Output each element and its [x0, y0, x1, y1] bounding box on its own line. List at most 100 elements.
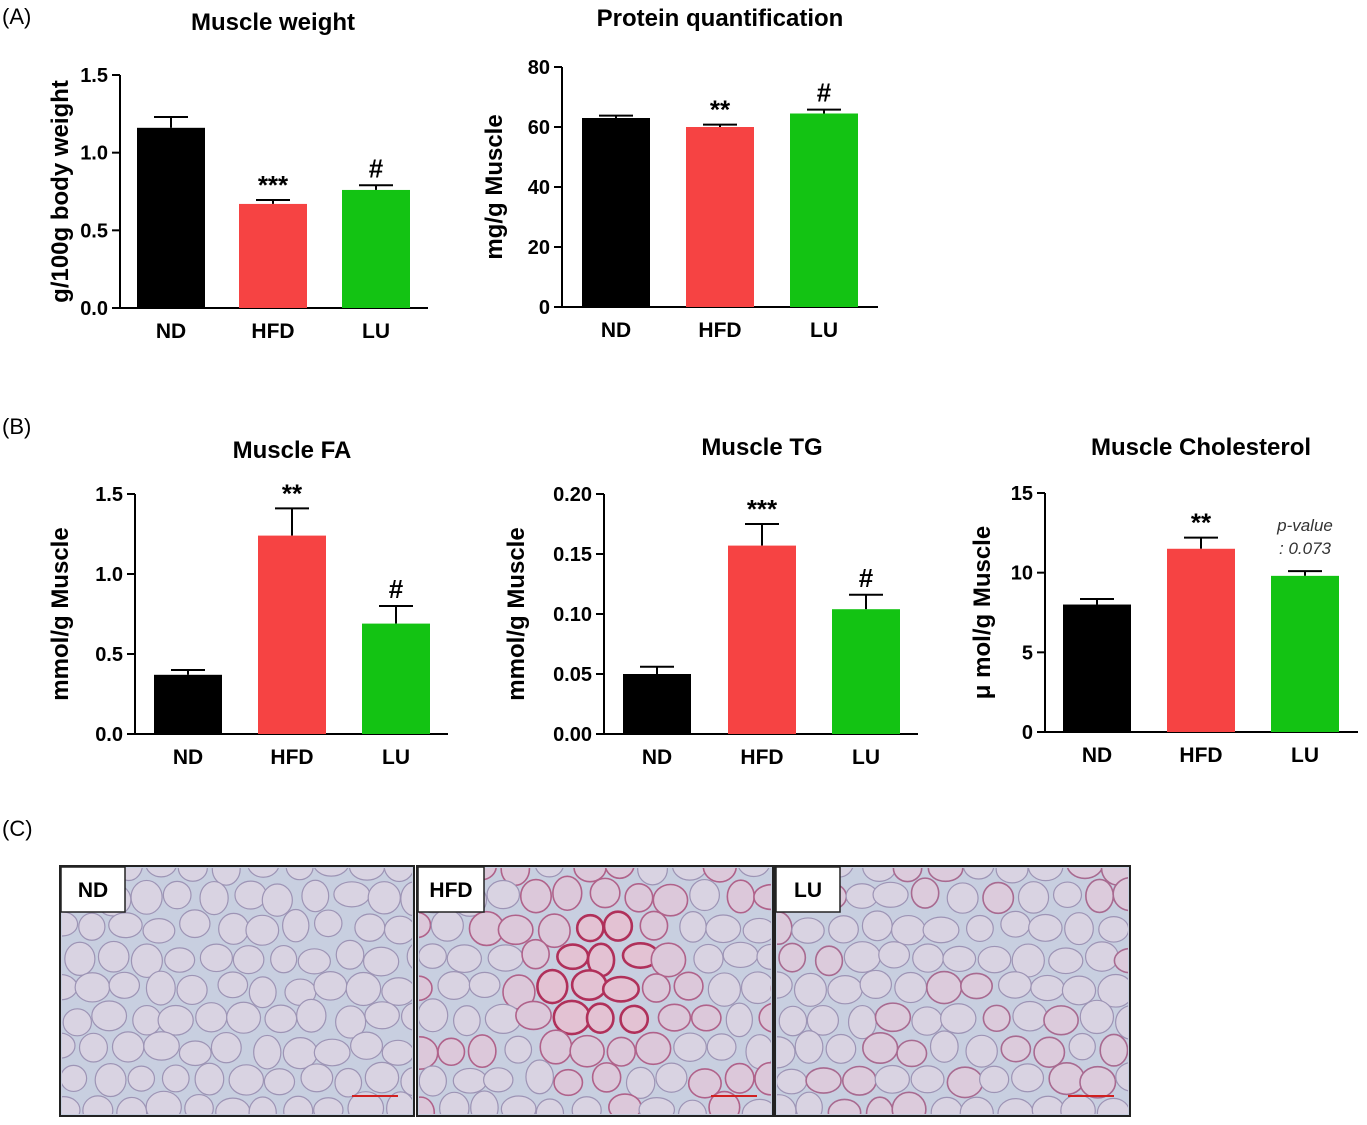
muscle-fiber: [82, 1095, 114, 1114]
y-tick-label: 1.0: [95, 564, 123, 586]
muscle-fiber: [253, 1034, 282, 1070]
muscle-fiber: [552, 999, 592, 1036]
muscle-fiber: [1061, 975, 1097, 1006]
muscle-fiber: [625, 1066, 656, 1099]
muscle-weight-chart: Muscle weight g/100g body weight 0.0 0.5 1.0…: [47, 9, 428, 343]
muscle-fiber: [142, 918, 176, 944]
micrograph-lu: LU: [774, 852, 1182, 1117]
muscle-fiber: [689, 878, 720, 912]
muscle-fiber: [78, 1032, 109, 1063]
muscle-fiber: [521, 938, 550, 970]
y-tick-label: 15: [1011, 483, 1033, 505]
muscle-fiber: [912, 943, 944, 973]
bar-lu: [832, 609, 900, 734]
y-axis-label: mmol/g Muscle: [503, 527, 530, 700]
muscle-fiber: [247, 868, 279, 878]
muscle-fiber: [406, 944, 412, 969]
muscle-fiber: [195, 1002, 228, 1033]
muscle-fiber: [827, 975, 863, 1005]
muscle-fiber: [525, 1059, 555, 1095]
muscle-fiber: [1112, 877, 1128, 912]
muscle-fiber: [62, 1096, 81, 1114]
muscle-fiber: [362, 946, 400, 977]
y-tick-label: 1.5: [95, 484, 123, 506]
muscle-fiber: [591, 1062, 622, 1093]
muscle-fiber: [573, 868, 607, 883]
muscle-fiber: [997, 971, 1032, 999]
muscle-fiber: [1132, 977, 1163, 1006]
y-tick-label: 0.5: [80, 220, 108, 242]
muscle-fiber: [1027, 868, 1064, 882]
bar-hfd: [686, 127, 754, 307]
muscle-fiber: [1030, 974, 1065, 1002]
muscle-fiber: [604, 868, 635, 880]
muscle-fiber: [367, 881, 401, 915]
muscle-fiber: [828, 915, 859, 944]
muscle-fiber: [778, 942, 807, 973]
muscle-fiber: [791, 917, 825, 944]
muscle-fiber: [652, 883, 689, 917]
bar-lu: [1271, 575, 1339, 732]
muscle-fiber: [1011, 1063, 1045, 1093]
muscle-fiber: [536, 968, 569, 1005]
y-tick-label: 10: [1011, 563, 1033, 585]
muscle-fiber: [345, 971, 382, 1007]
muscle-fiber: [793, 972, 827, 1007]
bar-hfd: [1167, 548, 1235, 732]
bar-lu: [790, 113, 858, 307]
muscle-fiber: [1099, 1033, 1128, 1067]
x-tick-label: LU: [852, 746, 880, 769]
muscle-fiber: [535, 1098, 565, 1114]
bar-lu: [342, 189, 410, 308]
micrograph-label: HFD: [429, 879, 472, 902]
muscle-fiber: [806, 1004, 840, 1036]
x-tick-label: HFD: [698, 319, 741, 342]
bar-hfd: [239, 203, 307, 308]
muscle-fiber: [777, 1036, 796, 1069]
muscle-fiber: [753, 883, 771, 911]
significance-marker: #: [369, 153, 384, 183]
muscle-fiber: [264, 1004, 298, 1034]
muscle-fiber: [982, 881, 1015, 915]
muscle-fiber: [795, 1091, 823, 1114]
muscle-fiber: [741, 1098, 771, 1114]
muscle-fiber: [228, 1064, 265, 1096]
muscle-fiber: [910, 1065, 945, 1094]
muscle-fiber: [313, 1038, 351, 1067]
x-tick-label: ND: [156, 320, 186, 343]
muscle-fiber: [929, 1030, 959, 1063]
x-tick-label: ND: [1082, 744, 1112, 767]
muscle-fiber: [1151, 939, 1182, 972]
muscle-fiber: [553, 1068, 584, 1097]
x-tick-label: ND: [642, 746, 672, 769]
muscle-fiber: [638, 1097, 676, 1114]
muscle-fiber: [194, 1062, 225, 1096]
muscle-fiber: [381, 1039, 412, 1066]
muscle-fiber: [350, 1031, 384, 1060]
muscle-fiber: [1031, 1095, 1065, 1114]
muscle-fiber: [333, 881, 371, 908]
chart-title: Muscle FA: [233, 437, 352, 464]
muscle-fiber: [215, 1097, 251, 1114]
chart-title: Protein quantification: [597, 5, 844, 32]
muscle-fiber: [982, 1004, 1011, 1033]
bar-hfd: [728, 545, 796, 734]
muscle-fiber: [347, 1091, 385, 1114]
muscle-fiber: [995, 868, 1029, 884]
muscle-fiber: [926, 970, 963, 1005]
muscle-tg-chart: Muscle TG mmol/g Muscle 0.00 0.05 0.10 0.15 0.…: [503, 434, 918, 769]
muscle-fiber: [725, 1002, 753, 1038]
y-axis-label: g/100g body weight: [47, 80, 74, 303]
muscle-fiber: [552, 875, 583, 912]
muscle-fiber: [777, 971, 793, 999]
chart-title: Muscle weight: [191, 9, 355, 36]
muscle-fiber: [1133, 852, 1163, 879]
muscle-fiber: [758, 1002, 771, 1033]
muscle-cholesterol-chart: Muscle Cholesterol μ mol/g Muscle 0 5 10 15 ND…: [969, 434, 1358, 767]
muscle-fiber: [145, 970, 176, 1006]
muscle-fiber: [724, 1062, 755, 1094]
muscle-fiber: [1048, 1061, 1086, 1096]
muscle-fiber: [708, 1090, 741, 1114]
significance-marker: #: [859, 563, 874, 593]
x-tick-label: HFD: [740, 746, 783, 769]
